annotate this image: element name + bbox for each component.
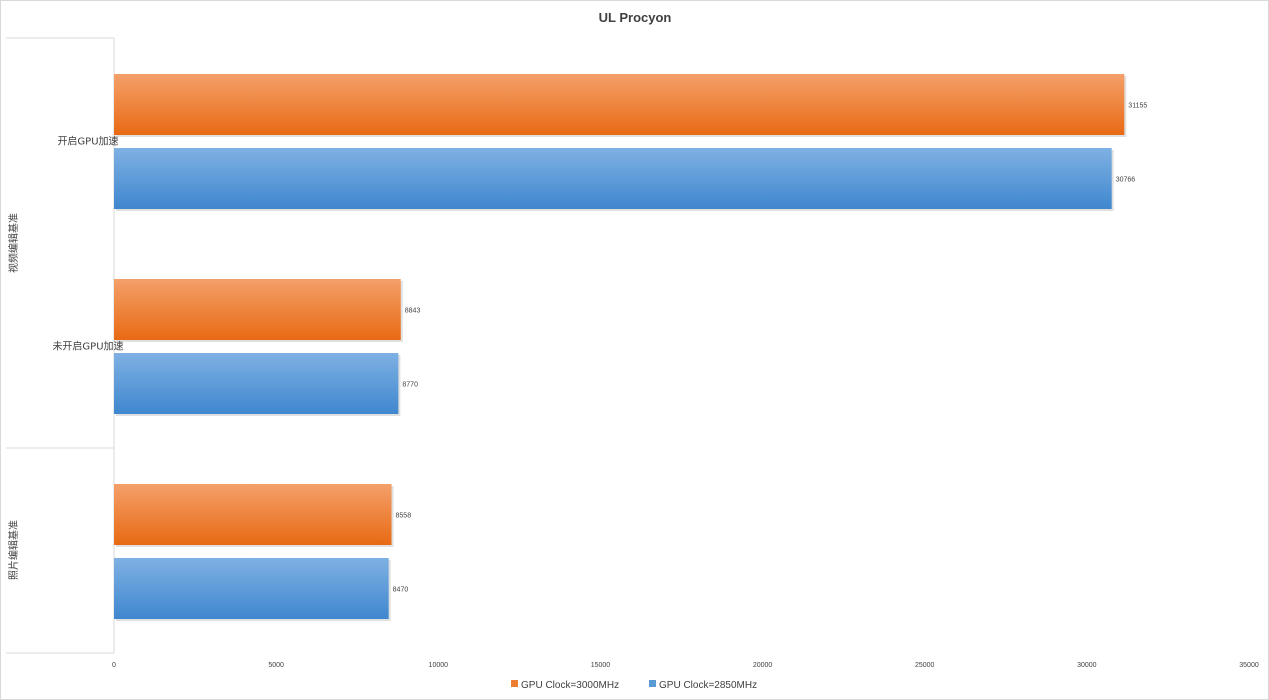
legend-swatch: [511, 680, 518, 687]
bars-layer: [114, 74, 1127, 621]
data-label: 8558: [396, 513, 412, 520]
x-tick-label: 25000: [915, 662, 935, 669]
category-label: 未开启GPU加速: [52, 340, 123, 353]
legend-label: GPU Clock=3000MHz: [521, 680, 619, 691]
bar: [114, 353, 399, 414]
group-label: 照片编辑基准: [7, 520, 20, 580]
x-tick-label: 15000: [591, 662, 611, 669]
category-label: 开启GPU加速: [57, 135, 118, 148]
data-label: 30766: [1116, 177, 1136, 184]
legend: GPU Clock=3000MHz GPU Clock=2850MHz: [511, 680, 757, 691]
x-tick-label: 35000: [1239, 662, 1259, 669]
legend-swatch: [649, 680, 656, 687]
bar: [114, 558, 389, 619]
bar: [114, 279, 401, 340]
axis-layer: 0 5000 10000 15000 20000 25000 30000 35000 开启GPU…: [6, 37, 1259, 669]
x-tick-label: 10000: [429, 662, 449, 669]
legend-label: GPU Clock=2850MHz: [659, 680, 757, 691]
data-label: 8470: [393, 587, 409, 594]
bar: [114, 74, 1125, 135]
data-label: 8770: [402, 382, 418, 389]
x-tick-label: 30000: [1077, 662, 1097, 669]
x-tick-label: 5000: [268, 662, 284, 669]
labels-layer: 31155 8843 8558 30766 8770 8470: [393, 103, 1148, 594]
group-label: 视频编辑基准: [7, 213, 20, 273]
chart-title: UL Procyon: [599, 10, 672, 25]
data-label: 31155: [1128, 103, 1147, 110]
bar: [114, 484, 392, 545]
x-tick-label: 20000: [753, 662, 773, 669]
data-label: 8843: [405, 308, 421, 315]
bar: [114, 148, 1112, 209]
x-tick-label: 0: [112, 662, 116, 669]
